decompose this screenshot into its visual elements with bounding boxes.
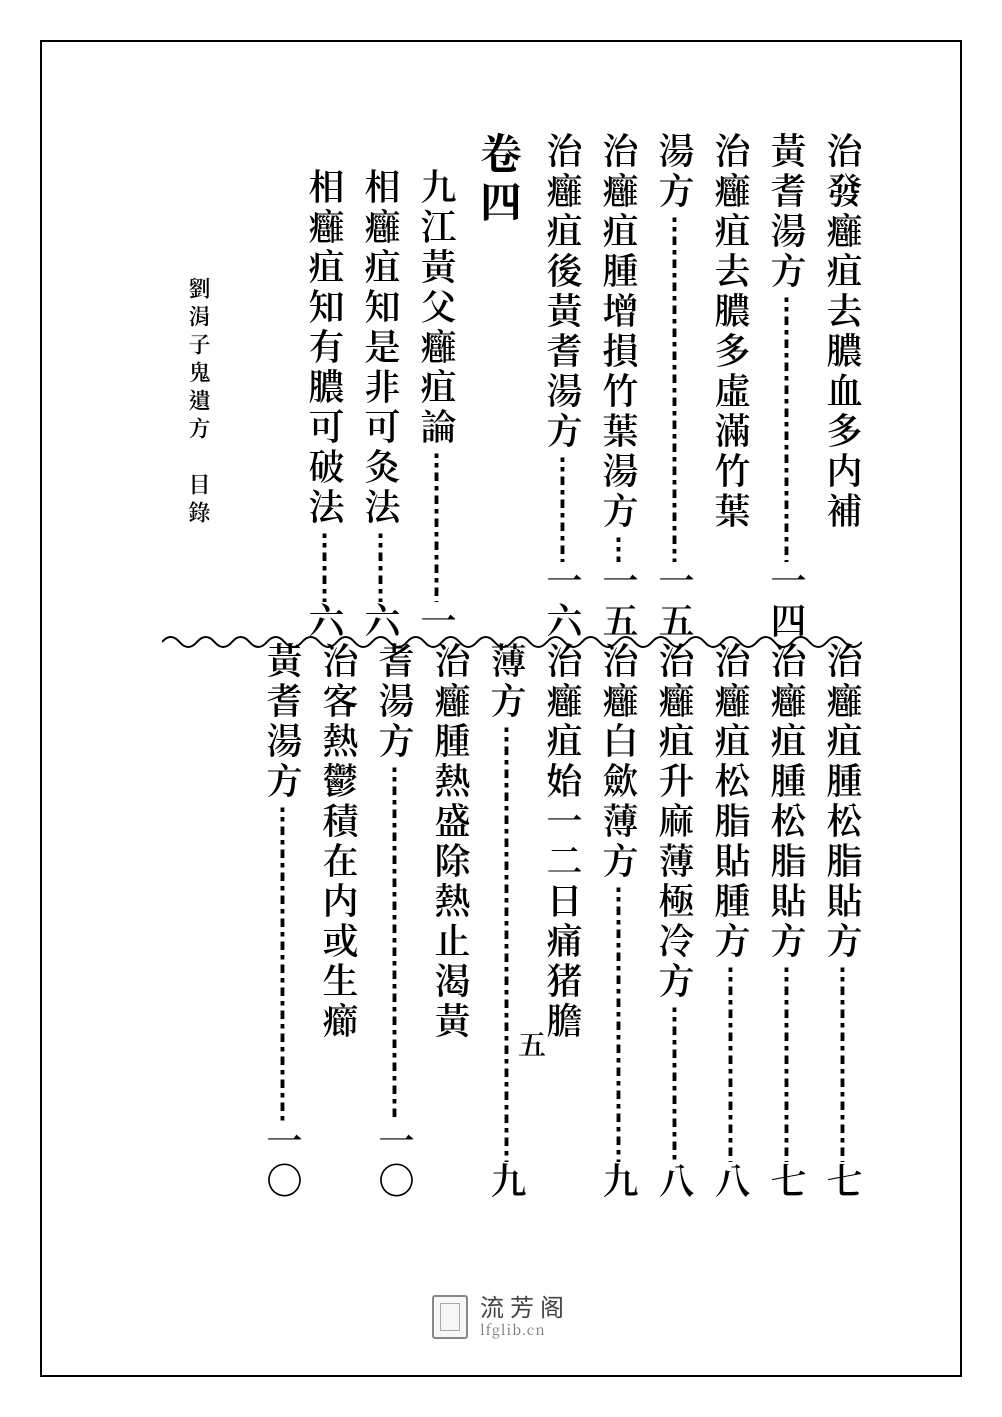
toc-entry: 治發癰疽去膿血多内補 [826,132,862,642]
leader-dots [364,528,400,602]
toc-entry: 治癰疽松脂貼腫方八 [714,642,750,1202]
toc-entry: 治癰腫熱盛除熱止渴黃 [434,642,470,1202]
footer-cn: 流芳阁 [480,1296,570,1322]
entry-title: 九江黃父癰疽論 [420,168,456,448]
entry-title: 黃耆湯方 [770,132,806,292]
toc-entry: 治癰疽始一二日痛猪膽 [546,642,582,1202]
lower-columns: 治癰疽腫松脂貼方七治癰疽腫松脂貼方七治癰疽松脂貼腫方八治癰疽升麻薄極冷方八治癰白… [162,642,862,1202]
upper-columns: 治發癰疽去膿血多内補黃耆湯方一四治癰疽去膿多虛滿竹葉湯方一五治癰疽腫增損竹葉湯方… [162,132,862,642]
toc-entry: 相癰疽知有膿可破法六 [308,132,344,642]
leader-dots [378,762,414,1122]
entry-title: 耆湯方 [378,642,414,762]
toc-entry: 九江黃父癰疽論一 [420,132,456,642]
entry-title: 治癰疽腫松脂貼方 [770,642,806,962]
leader-dots [770,292,806,562]
entry-title: 治癰疽腫松脂貼方 [826,642,862,962]
entry-title: 治癰疽升麻薄極冷方 [658,642,694,1002]
entry-title: 治癰疽去膿多虛滿竹葉 [714,132,750,532]
toc-entry: 治癰疽後黃耆湯方一六 [546,132,582,642]
toc-entry: 黃耆湯方一〇 [266,642,302,1202]
entry-title: 治癰疽腫增損竹葉湯方 [602,132,638,532]
upper-half: 治發癰疽去膿血多内補黃耆湯方一四治癰疽去膿多虛滿竹葉湯方一五治癰疽腫增損竹葉湯方… [162,132,862,642]
entry-page: 七 [770,1162,806,1202]
folio-number: 五 [512,1030,552,1058]
entry-title: 相癰疽知有膿可破法 [308,168,344,528]
page-frame: 治發癰疽去膿血多内補黃耆湯方一四治癰疽去膿多虛滿竹葉湯方一五治癰疽腫增損竹葉湯方… [40,40,962,1377]
leader-dots [266,802,302,1122]
entry-title: 治癰疽後黃耆湯方 [546,132,582,452]
footer-text: 流芳阁 lfglib.cn [480,1296,570,1338]
leader-dots [826,962,862,1162]
toc-entry: 治癰疽去膿多虛滿竹葉 [714,132,750,642]
footer-en: lfglib.cn [480,1323,546,1338]
entry-page: 九 [602,1162,638,1202]
entry-title: 薄方 [490,642,526,722]
entry-page: 八 [714,1162,750,1202]
leader-dots [308,528,344,602]
entry-title: 治客熱鬱積在内或生癤 [322,642,358,1042]
entry-title: 卷四 [480,132,522,228]
toc-entry: 治癰疽腫松脂貼方七 [770,642,806,1202]
entry-page: 一六 [546,562,582,642]
leader-dots [420,448,456,602]
lower-half: 治癰疽腫松脂貼方七治癰疽腫松脂貼方七治癰疽松脂貼腫方八治癰疽升麻薄極冷方八治癰白… [162,642,862,1202]
leader-dots [546,452,582,562]
entry-page: 一〇 [266,1122,302,1202]
leader-dots [602,532,638,562]
toc-entry: 治癰白歛薄方九 [602,642,638,1202]
leader-dots [602,882,638,1162]
entry-title: 治癰白歛薄方 [602,642,638,882]
leader-dots [714,962,750,1162]
toc-entry: 湯方一五 [658,132,694,642]
section-heading: 卷四 [480,132,522,642]
footer-logo-icon [432,1295,468,1339]
running-title: 劉涓子鬼遺方 目錄 [184,277,215,529]
toc-entry: 治客熱鬱積在内或生癤 [322,642,358,1202]
toc-entry: 薄方九 [490,642,526,1202]
leader-dots [658,1002,694,1162]
toc-entry: 治癰疽腫增損竹葉湯方一五 [602,132,638,642]
leader-dots [490,722,526,1162]
entry-page: 七 [826,1162,862,1202]
entry-page: 九 [490,1162,526,1202]
toc-entry: 相癰疽知是非可灸法六 [364,132,400,642]
entry-title: 治癰腫熱盛除熱止渴黃 [434,642,470,1042]
toc-entry: 黃耆湯方一四 [770,132,806,642]
entry-title: 湯方 [658,132,694,212]
entry-title: 治發癰疽去膿血多内補 [826,132,862,532]
toc-entry: 治癰疽升麻薄極冷方八 [658,642,694,1202]
entry-page: 一四 [770,562,806,642]
section-divider-wave [162,632,862,652]
entry-page: 一〇 [378,1122,414,1202]
entry-title: 治癰疽松脂貼腫方 [714,642,750,962]
entry-page: 一五 [658,562,694,642]
entry-title: 相癰疽知是非可灸法 [364,168,400,528]
toc-entry: 耆湯方一〇 [378,642,414,1202]
entry-page: 八 [658,1162,694,1202]
footer-branding: 流芳阁 lfglib.cn [0,1295,1002,1339]
entry-title: 黃耆湯方 [266,642,302,802]
leader-dots [770,962,806,1162]
toc-entry: 治癰疽腫松脂貼方七 [826,642,862,1202]
entry-title: 治癰疽始一二日痛猪膽 [546,642,582,1042]
leader-dots [658,212,694,562]
entry-page: 一五 [602,562,638,642]
